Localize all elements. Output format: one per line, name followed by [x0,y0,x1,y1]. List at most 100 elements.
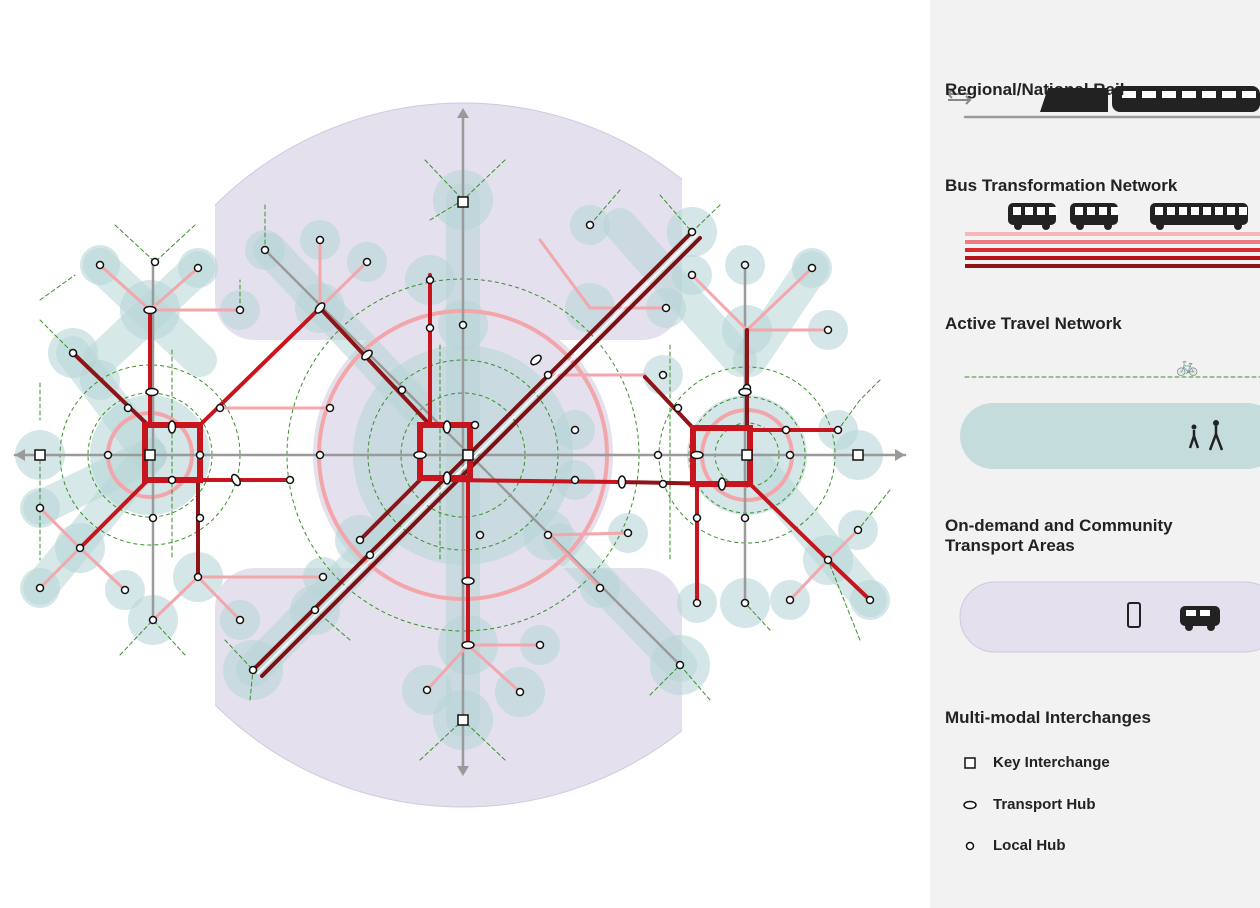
bus-route [466,643,522,694]
train-window [1242,91,1256,98]
van-window [1186,610,1196,616]
local-hub [150,257,160,267]
local-hub [740,598,750,608]
legend-bus: Bus Transformation Network [945,176,1178,195]
bus-route [38,546,82,590]
local-hub [535,640,545,650]
route-gap [257,234,697,674]
transport-hub [361,349,373,361]
active-travel-path [589,189,621,226]
bus-route [98,263,152,312]
local-hub [687,270,697,280]
local-hub [458,320,468,330]
local-hub [422,685,432,695]
bus-route [546,531,630,537]
train-window [1122,91,1136,98]
bus-route [826,558,872,602]
transport-hub [738,387,752,397]
active-travel-path [649,664,681,696]
local-hub [325,403,335,413]
local-hub [807,263,817,273]
legend-key-interchange [964,757,976,769]
active-travel-path [154,224,196,263]
bus-route [788,558,830,602]
local-hub [397,385,407,395]
local-hub [658,479,668,489]
local-hub [193,263,203,273]
active-travel-path [419,719,464,761]
active-travel-path [679,664,711,701]
local-hub [515,687,525,697]
rail-symbol [946,89,972,105]
bus-wheel [1156,222,1164,230]
legend-active-zone [960,403,1260,469]
transport-hub [690,450,704,460]
key-interchange [144,449,156,461]
active-travel-path [224,639,254,671]
bus-route [38,506,82,550]
active-travel-path [827,559,861,641]
legend-icons: 🚲 [946,86,1260,851]
key-interchange [457,196,469,208]
bus-window [1075,207,1083,215]
active-travel-corridor [743,453,887,617]
bus-route [643,375,695,430]
local-hub [673,403,683,413]
bus-route [151,575,200,622]
local-hub [833,425,843,435]
local-hub [355,535,365,545]
local-hub [148,615,158,625]
local-hub [687,227,697,237]
local-hub [95,260,105,270]
local-hub [475,530,485,540]
local-hub [260,245,270,255]
legend-rail: Regional/National Rail [945,80,1125,99]
key-interchange [34,449,46,461]
bus-route [71,351,150,427]
active-travel-path [859,379,881,401]
bus-route [78,546,127,592]
key-interchange [741,449,753,461]
active-travel-corridor [733,251,829,377]
local-hub [123,403,133,413]
transport-hub [617,475,627,489]
bus-window [1111,207,1119,215]
walk-icon [1188,426,1224,451]
rail-arrow [457,108,469,118]
local-hub [585,220,595,230]
legend-interchanges: Multi-modal Interchanges [945,708,1151,727]
key-interchange [462,449,474,461]
local-hub [35,503,45,513]
local-hub [785,595,795,605]
key-interchange [457,714,469,726]
local-hub [248,665,258,675]
bus-wheel [1076,222,1084,230]
bus-route [196,575,242,622]
bus-route [148,266,200,312]
bus-window [1049,207,1057,215]
legend-local-hub [965,841,975,851]
active-travel-path [424,159,464,201]
bus-window [1215,207,1223,215]
legend-item: Key Interchange [993,754,1110,771]
local-hub [318,572,328,582]
local-hub [823,325,833,335]
base-layer [13,102,907,808]
legend-on-demand-zone [959,581,1260,653]
transport-hub [461,576,475,586]
transport-hub [413,450,427,460]
bus-route [538,238,592,310]
local-hub [740,260,750,270]
bus-window [1239,207,1247,215]
local-hub [215,403,225,413]
transport-hub [442,471,452,485]
active-travel-corridor [56,336,167,472]
rail-arrow [457,766,469,776]
local-hub [193,572,203,582]
local-hub [425,323,435,333]
local-hub [675,660,685,670]
local-hub [310,605,320,615]
bus-window [1191,207,1199,215]
bus-route [318,306,432,427]
